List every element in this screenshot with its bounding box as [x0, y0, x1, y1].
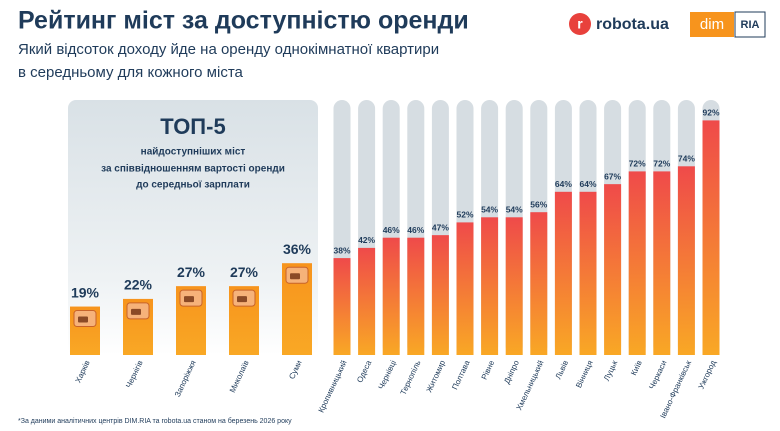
x-tick-label: Ужгород: [697, 359, 718, 391]
value-label: 22%: [124, 277, 153, 293]
bar: [407, 237, 425, 355]
value-label: 72%: [653, 159, 670, 169]
x-tick-label: Львів: [554, 359, 570, 381]
room-icon-detail: [237, 296, 247, 303]
value-label: 42%: [358, 235, 375, 245]
footnote: *За даними аналітичних центрів DIM.RIA т…: [18, 417, 292, 425]
bar: [653, 171, 671, 355]
value-label: 74%: [678, 154, 695, 164]
x-tick-label: Черкаси: [647, 359, 668, 391]
bar: [431, 235, 449, 355]
x-tick-label: Харків: [74, 359, 92, 384]
x-tick-label: Чернігів: [124, 359, 145, 389]
x-tick-label: Дніпро: [502, 358, 521, 385]
chart-title: Рейтинг міст за доступністю оренди: [18, 7, 469, 35]
value-label: 67%: [604, 171, 621, 181]
bar: [530, 212, 548, 355]
bar: [554, 191, 572, 355]
bar: [505, 217, 523, 355]
logo-letter: r: [577, 16, 583, 32]
room-icon-detail: [78, 316, 88, 323]
panel-title: ТОП-5: [160, 114, 225, 139]
room-icon-detail: [131, 308, 141, 315]
bar: [358, 247, 376, 355]
x-tick-label: Суми: [287, 359, 303, 381]
panel-text: до середньої зарплати: [136, 180, 250, 191]
x-tick-label: Одеса: [355, 358, 373, 384]
x-tick-label: Тернопіль: [399, 359, 423, 396]
x-tick-label: Кропивницький: [317, 359, 349, 414]
x-tick-label: Рівне: [480, 358, 497, 381]
panel-text: за співвідношенням вартості оренди: [101, 164, 285, 175]
bar: [579, 191, 597, 355]
value-label: 64%: [555, 179, 572, 189]
logo-box: [734, 11, 766, 38]
bar: [677, 166, 695, 355]
logo-text: RIA: [741, 19, 760, 31]
value-label: 27%: [230, 264, 259, 280]
x-tick-label: Вінниця: [574, 359, 595, 389]
value-label: 56%: [530, 199, 547, 209]
logo-badge: [569, 13, 591, 35]
subtitle: Який відсоток доходу йде на оренду однок…: [18, 41, 439, 58]
panel-text: найдоступніших міст: [141, 147, 246, 158]
room-icon-detail: [290, 273, 300, 280]
logo-text: robota.ua: [596, 16, 669, 33]
value-label: 72%: [629, 159, 646, 169]
x-tick-label: Запоріжжя: [173, 359, 198, 398]
value-label: 46%: [383, 225, 400, 235]
value-label: 36%: [283, 241, 312, 257]
bar: [456, 222, 474, 355]
x-tick-label: Полтава: [450, 358, 472, 391]
value-label: 46%: [407, 225, 424, 235]
logos: r robota.ua dim RIA: [569, 11, 766, 38]
bar: [604, 184, 622, 355]
logo-box: [690, 12, 734, 37]
x-tick-label: Миколаїв: [228, 359, 251, 394]
x-tick-label: Житомир: [424, 358, 447, 393]
value-label: 19%: [71, 284, 100, 300]
x-tick-label: Київ: [629, 359, 644, 377]
subtitle: в середньому для кожного міста: [18, 64, 244, 81]
value-label: 54%: [481, 205, 498, 215]
logo-text: dim: [700, 16, 724, 33]
value-label: 27%: [177, 264, 206, 280]
x-tick-label: Чернівці: [377, 359, 398, 391]
room-icon-detail: [184, 296, 194, 303]
value-label: 92%: [702, 108, 719, 118]
value-label: 54%: [506, 205, 523, 215]
value-label: 47%: [432, 222, 449, 232]
x-tick-label: Луцьк: [602, 358, 619, 382]
bar: [382, 237, 400, 355]
value-label: 38%: [333, 245, 350, 255]
bar: [333, 258, 351, 355]
value-label: 52%: [456, 210, 473, 220]
value-label: 64%: [579, 179, 596, 189]
x-tick-label: Хмельницький: [515, 359, 546, 412]
bar: [481, 217, 499, 355]
bar: [702, 120, 720, 356]
bar: [628, 171, 646, 355]
